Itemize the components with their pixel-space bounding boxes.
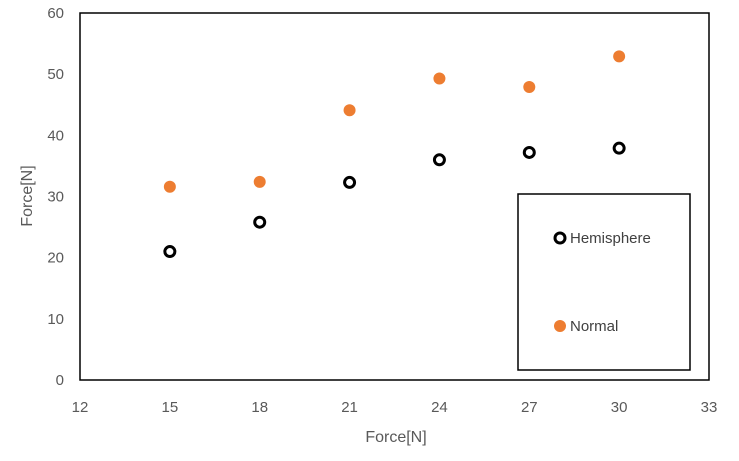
y-tick-label: 40	[47, 127, 64, 144]
x-axis-tick-labels: 12 15 18 21 24 27 30 33	[72, 399, 718, 416]
data-point-normal	[163, 180, 176, 193]
y-tick-label: 50	[47, 66, 64, 83]
x-axis-title: Force[N]	[365, 429, 426, 446]
y-tick-label: 20	[47, 250, 64, 267]
data-point-normal	[523, 81, 536, 94]
legend-marker-normal	[554, 320, 566, 332]
x-tick-label: 12	[72, 399, 89, 416]
y-tick-label: 10	[47, 311, 64, 328]
data-point-hemisphere	[432, 153, 446, 167]
x-tick-label: 21	[341, 399, 358, 416]
y-tick-label: 60	[47, 5, 64, 22]
x-tick-label: 24	[431, 399, 448, 416]
data-point-hemisphere	[343, 175, 357, 189]
data-point-hemisphere	[612, 141, 626, 155]
data-point-normal	[343, 104, 356, 117]
data-point-hemisphere	[163, 245, 177, 259]
data-point-hemisphere	[522, 145, 536, 159]
x-tick-label: 27	[521, 399, 538, 416]
data-point-normal	[253, 175, 266, 188]
y-axis-title: Force[N]	[19, 165, 36, 226]
legend: Hemisphere Normal	[517, 193, 691, 371]
data-point-hemisphere	[253, 215, 267, 229]
y-axis-tick-labels: 0 10 20 30 40 50 60	[47, 5, 64, 389]
data-point-normal	[433, 72, 446, 85]
x-tick-label: 15	[162, 399, 179, 416]
y-tick-label: 0	[56, 372, 64, 389]
x-tick-label: 33	[701, 399, 718, 416]
legend-marker-hemisphere	[553, 231, 567, 245]
data-points	[163, 50, 626, 259]
x-tick-label: 30	[611, 399, 628, 416]
x-tick-label: 18	[251, 399, 268, 416]
data-point-normal	[613, 50, 626, 63]
y-tick-label: 30	[47, 189, 64, 206]
legend-label-normal: Normal	[570, 318, 618, 335]
plot-area-frame	[79, 12, 710, 381]
legend-label-hemisphere: Hemisphere	[570, 230, 651, 247]
legend-box	[517, 193, 691, 371]
